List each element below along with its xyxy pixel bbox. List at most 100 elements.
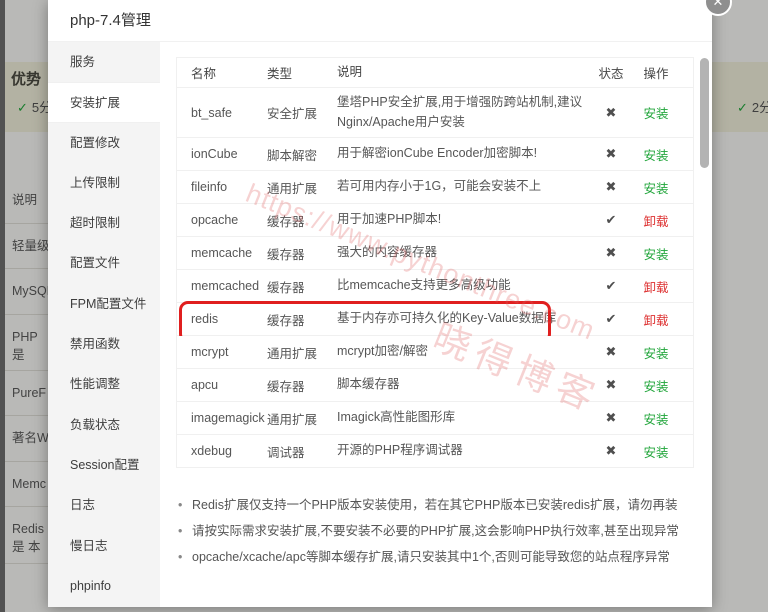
extension-type: 缓存器: [267, 280, 305, 295]
status-icon: ✔: [605, 278, 617, 294]
background-row-label: PHP是: [0, 315, 52, 371]
note-item: opcache/xcache/apc等脚本缓存扩展,请只安装其中1个,否则可能导…: [176, 544, 696, 570]
table-row: memcache 缓存器 强大的内容缓存器 ✖ 安装: [177, 237, 693, 271]
extension-type: 缓存器: [267, 214, 305, 229]
action-link[interactable]: 卸载: [643, 214, 669, 229]
col-header-action: 操作: [643, 67, 669, 82]
score-text: 2分: [751, 100, 768, 115]
table-row: apcu 缓存器 脚本缓存器 ✖ 安装: [177, 369, 693, 403]
check-icon: ✓: [737, 100, 748, 115]
action-link[interactable]: 安装: [643, 107, 669, 122]
note-item: Redis扩展仅支持一个PHP版本安装使用，若在其它PHP版本已安装redis扩…: [176, 492, 696, 518]
action-link[interactable]: 安装: [643, 247, 669, 262]
extension-name: imagemagick: [191, 411, 265, 426]
score-text: 5分: [31, 100, 53, 115]
extension-type: 通用扩展: [267, 181, 318, 196]
action-link[interactable]: 安装: [643, 412, 669, 427]
extension-name: memcache: [191, 246, 253, 261]
extension-description: 用于加速PHP脚本!: [337, 212, 442, 227]
sidebar-item[interactable]: phpinfo: [70, 578, 112, 593]
table-row: memcached 缓存器 比memcache支持更多高级功能 ✔ 卸载: [177, 270, 693, 304]
extension-type: 调试器: [267, 445, 305, 460]
background-row-label: 说明: [0, 178, 52, 224]
extension-description: 堡塔PHP安全扩展,用于增强防跨站机制,建议Nginx/Apache用户安装: [337, 95, 583, 129]
sidebar-item[interactable]: 性能调整: [70, 377, 121, 392]
status-icon: ✖: [605, 179, 617, 195]
background-row-label: 轻量级: [0, 224, 52, 269]
sidebar-item[interactable]: 禁用函数: [70, 337, 121, 352]
sidebar-item[interactable]: 慢日志: [70, 538, 108, 553]
action-link[interactable]: 卸载: [643, 313, 669, 328]
status-icon: ✖: [605, 410, 617, 426]
extension-name: redis: [191, 312, 219, 327]
extension-name: memcached: [191, 279, 260, 294]
table-row: redis 缓存器 基于内存亦可持久化的Key-Value数据库 ✔ 卸载: [177, 301, 693, 344]
extension-name: ionCube: [191, 147, 238, 162]
extension-type: 缓存器: [267, 313, 305, 328]
extension-type: 缓存器: [267, 379, 305, 394]
extension-type: 通用扩展: [267, 346, 318, 361]
extensions-table: 名称 类型 说明 状态 操作 bt_safe 安全扩展 堡塔PHP安全扩展,用于…: [176, 57, 694, 469]
background-score-left: ✓ 5分: [17, 97, 52, 116]
scrollbar-thumb[interactable]: [700, 58, 709, 168]
action-link[interactable]: 安装: [643, 379, 669, 394]
col-header-type: 类型: [267, 67, 293, 82]
sidebar-item[interactable]: 上传限制: [70, 175, 121, 190]
sidebar-item[interactable]: FPM配置文件: [70, 296, 147, 311]
action-link[interactable]: 卸载: [643, 280, 669, 295]
table-header-row: 名称 类型 说明 状态 操作: [177, 58, 693, 89]
dialog-title: php-7.4管理: [48, 0, 712, 42]
background-row-label: PureF: [0, 371, 52, 417]
extension-name: fileinfo: [191, 180, 228, 195]
sidebar-item[interactable]: 配置文件: [70, 256, 121, 271]
extension-description: 脚本缓存器: [337, 377, 400, 392]
background-row-label: MySQL: [0, 269, 52, 315]
extension-description: 基于内存亦可持久化的Key-Value数据库: [337, 311, 557, 326]
background-row-labels: 说明 轻量级 MySQL PHP是 PureF 著名W Memc Redis是 …: [0, 178, 52, 564]
extension-type: 安全扩展: [267, 107, 318, 122]
status-icon: ✔: [605, 212, 617, 228]
extension-name: bt_safe: [191, 105, 233, 120]
background-row-label: Redis是 本: [0, 507, 52, 564]
extension-description: 开源的PHP程序调试器: [337, 443, 463, 458]
status-icon: ✖: [605, 245, 617, 261]
extension-description: Imagick高性能图形库: [337, 410, 456, 425]
extension-description: 若可用内存小于1G，可能会安装不上: [337, 179, 542, 194]
col-header-status: 状态: [598, 67, 624, 82]
extension-description: 强大的内容缓存器: [337, 245, 438, 260]
notes-list: Redis扩展仅支持一个PHP版本安装使用，若在其它PHP版本已安装redis扩…: [176, 492, 696, 570]
col-header-desc: 说明: [337, 65, 363, 79]
table-row: mcrypt 通用扩展 mcrypt加密/解密 ✖ 安装: [177, 336, 693, 370]
left-edge-strip: [0, 0, 5, 612]
sidebar-item[interactable]: 负载状态: [70, 417, 121, 432]
status-icon: ✖: [605, 344, 617, 360]
table-row: xdebug 调试器 开源的PHP程序调试器 ✖ 安装: [177, 435, 693, 469]
sidebar-item[interactable]: 安装扩展: [48, 82, 160, 123]
extension-description: 比memcache支持更多高级功能: [337, 278, 511, 293]
dialog-sidebar: 服务 安装扩展 配置修改 上传限制 超时限制 配置文件 FPM配置文件 禁用函数…: [48, 42, 160, 607]
sidebar-item[interactable]: 超时限制: [70, 216, 121, 231]
status-icon: ✖: [605, 146, 617, 162]
extensions-panel: 名称 类型 说明 状态 操作 bt_safe 安全扩展 堡塔PHP安全扩展,用于…: [160, 42, 712, 607]
extension-description: 用于解密ionCube Encoder加密脚本!: [337, 146, 538, 161]
note-item: 请按实际需求安装扩展,不要安装不必要的PHP扩展,这会影响PHP执行效率,甚至出…: [176, 518, 696, 544]
table-row: opcache 缓存器 用于加速PHP脚本! ✔ 卸载: [177, 204, 693, 238]
sidebar-item[interactable]: 配置修改: [70, 135, 121, 150]
table-row: imagemagick 通用扩展 Imagick高性能图形库 ✖ 安装: [177, 402, 693, 436]
extension-name: opcache: [191, 213, 239, 228]
action-link[interactable]: 安装: [643, 181, 669, 196]
sidebar-item[interactable]: 日志: [70, 498, 96, 513]
check-icon: ✓: [17, 100, 28, 115]
action-link[interactable]: 安装: [643, 148, 669, 163]
status-icon: ✖: [605, 443, 617, 459]
sidebar-item[interactable]: Session配置: [70, 457, 140, 472]
sidebar-item[interactable]: 服务: [70, 55, 96, 69]
action-link[interactable]: 安装: [643, 346, 669, 361]
extension-description: mcrypt加密/解密: [337, 344, 428, 359]
action-link[interactable]: 安装: [643, 445, 669, 460]
status-icon: ✖: [605, 104, 617, 120]
col-header-name: 名称: [191, 67, 217, 82]
background-score-right: ✓ 2分: [737, 97, 768, 116]
extension-name: xdebug: [191, 444, 233, 459]
extension-type: 脚本解密: [267, 148, 318, 163]
